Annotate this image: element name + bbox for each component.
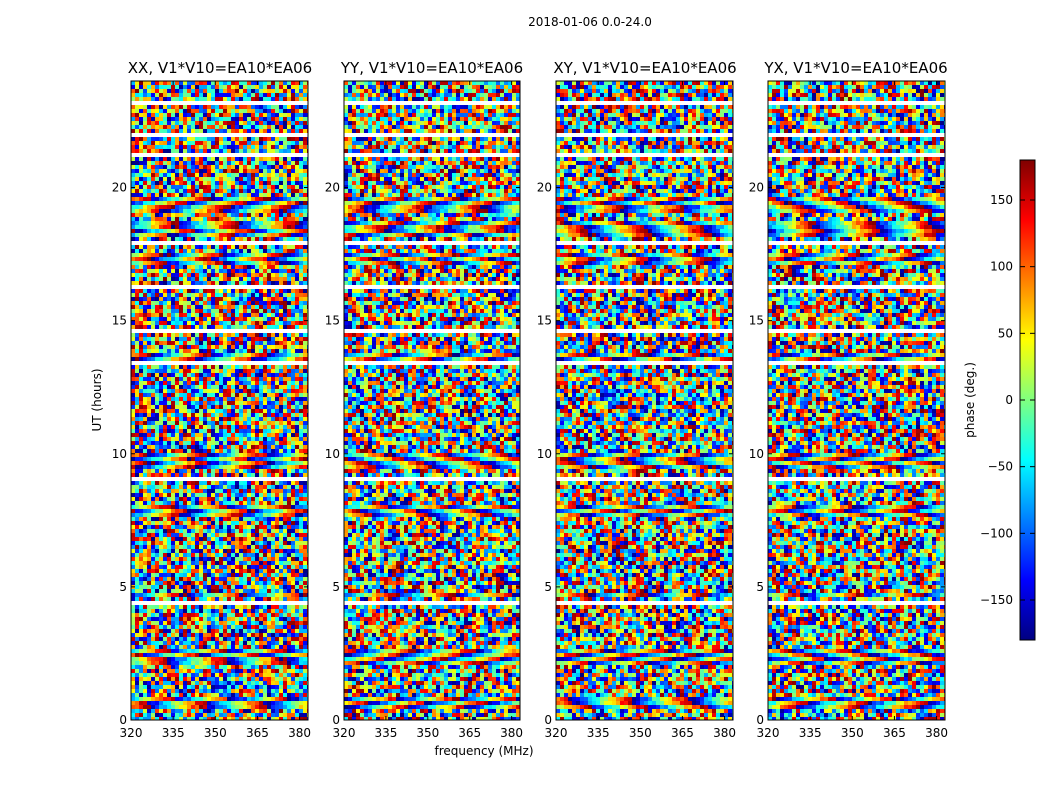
- x-tick-label: 365: [458, 726, 481, 740]
- colorbar-tick-label: −50: [988, 460, 1013, 474]
- y-tick-label: 10: [112, 447, 127, 461]
- y-tick-label: 10: [325, 447, 340, 461]
- x-tick-label: 350: [416, 726, 439, 740]
- panel-1-title: XX, V1*V10=EA10*EA06: [128, 59, 312, 77]
- colorbar-tick-label: −150: [980, 593, 1013, 607]
- colorbar-tick-label: −100: [980, 526, 1013, 540]
- x-tick-label: 350: [841, 726, 864, 740]
- y-tick-label: 5: [119, 580, 127, 594]
- x-tick-label: 335: [162, 726, 185, 740]
- panel-2-title: YY, V1*V10=EA10*EA06: [340, 59, 523, 77]
- y-tick-label: 0: [119, 713, 127, 727]
- panel-4: YX, V1*V10=EA10*EA06: [763, 59, 948, 721]
- x-tick-label: 365: [883, 726, 906, 740]
- y-tick-label: 5: [544, 580, 552, 594]
- x-tick-label: 320: [545, 726, 568, 740]
- y-tick-label: 20: [537, 181, 552, 195]
- panel-2: YY, V1*V10=EA10*EA06: [340, 59, 523, 721]
- x-tick-label: 335: [799, 726, 822, 740]
- x-tick-label: 320: [333, 726, 356, 740]
- y-tick-label: 15: [537, 314, 552, 328]
- y-tick-label: 15: [749, 314, 764, 328]
- x-tick-label: 335: [374, 726, 397, 740]
- colorbar-ticks: 150 100 50 0 −50 −100 −150: [980, 193, 1035, 607]
- y-tick-label: 5: [756, 580, 764, 594]
- colorbar-tick-label: 100: [990, 260, 1013, 274]
- colorbar-tick-label: 150: [990, 193, 1013, 207]
- x-axis-label: frequency (MHz): [434, 744, 533, 758]
- panel-2-heatmap: [344, 81, 520, 720]
- panel-4-heatmap: [768, 81, 945, 720]
- y-axis-label: UT (hours): [90, 368, 104, 431]
- panel-3-frame: [555, 80, 734, 721]
- x-tick-label: 365: [246, 726, 269, 740]
- x-tick-label: 350: [204, 726, 227, 740]
- panel-2-frame: [343, 80, 521, 721]
- y-tick-label: 20: [112, 181, 127, 195]
- panel-4-title: YX, V1*V10=EA10*EA06: [763, 59, 947, 77]
- y-tick-label: 0: [544, 713, 552, 727]
- x-tick-label: 320: [757, 726, 780, 740]
- y-tick-label: 0: [756, 713, 764, 727]
- x-tick-label: 380: [925, 726, 948, 740]
- colorbar-tick-label: 0: [1005, 393, 1013, 407]
- y-tick-label: 15: [112, 314, 127, 328]
- y-tick-label: 10: [749, 447, 764, 461]
- panel-3-title: XY, V1*V10=EA10*EA06: [553, 59, 736, 77]
- y-tick-label: 0: [332, 713, 340, 727]
- colorbar-label: phase (deg.): [963, 362, 977, 438]
- panel-1-heatmap: [131, 81, 308, 720]
- panel-1-frame: [130, 80, 309, 721]
- figure-title: 2018-01-06 0.0-24.0: [528, 15, 652, 29]
- panel-1: XX, V1*V10=EA10*EA06: [128, 59, 312, 721]
- panel-4-frame: [767, 80, 946, 721]
- y-tick-label: 20: [325, 181, 340, 195]
- panel-3-heatmap: [556, 81, 733, 720]
- y-tick-label: 10: [537, 447, 552, 461]
- y-tick-label: 20: [749, 181, 764, 195]
- colorbar: 150 100 50 0 −50 −100 −150 phase (deg.): [963, 159, 1036, 641]
- y-tick-label: 15: [325, 314, 340, 328]
- x-tick-label: 320: [120, 726, 143, 740]
- x-tick-label: 380: [288, 726, 311, 740]
- x-tick-label: 380: [500, 726, 523, 740]
- x-tick-label: 335: [587, 726, 610, 740]
- y-tick-label: 5: [332, 580, 340, 594]
- x-tick-label: 365: [671, 726, 694, 740]
- panel-3: XY, V1*V10=EA10*EA06: [553, 59, 737, 721]
- x-tick-label: 350: [629, 726, 652, 740]
- colorbar-tick-label: 50: [998, 326, 1013, 340]
- axis-ticks: 320 335 350 365 380 0 5 10 15 20 320 335 350 365 380 0 5…: [112, 81, 948, 740]
- x-tick-label: 380: [713, 726, 736, 740]
